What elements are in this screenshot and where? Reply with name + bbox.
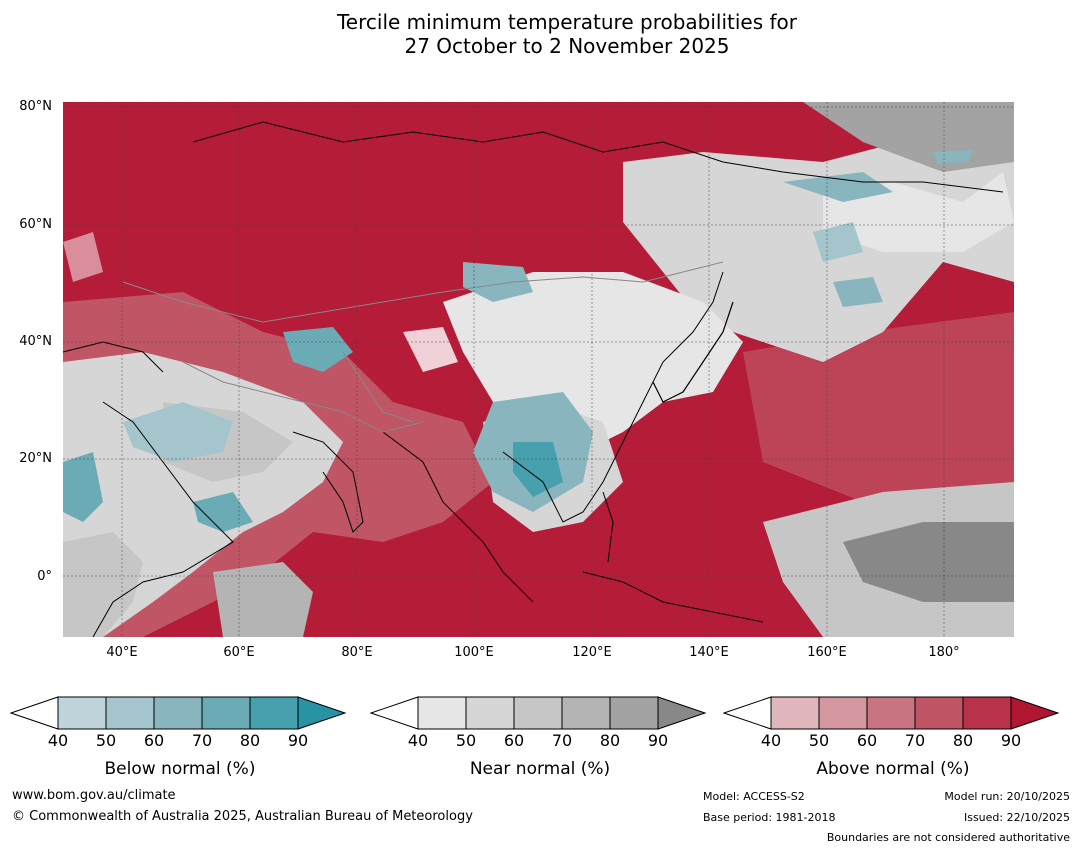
swatch-near-2	[513, 696, 563, 730]
swatch-below-4	[249, 696, 299, 730]
tick-above-40: 40	[760, 731, 782, 750]
tick-near-40: 40	[407, 731, 429, 750]
lon-label-40e: 40°E	[106, 645, 138, 660]
swatch-below-1	[105, 696, 155, 730]
title-line-1: Tercile minimum temperature probabilitie…	[336, 10, 798, 34]
swatch-near-0	[417, 696, 467, 730]
tick-below-80: 80	[239, 731, 261, 750]
colorbar-below-normal-scale	[10, 696, 347, 730]
swatch-above-3	[914, 696, 964, 730]
colorbar-above-normal-title: Above normal (%)	[816, 759, 970, 779]
tick-below-90: 90	[287, 731, 309, 750]
title-line-2: 27 October to 2 November 2025	[404, 34, 730, 58]
tick-above-70: 70	[904, 731, 926, 750]
tick-above-80: 80	[952, 731, 974, 750]
lon-label-120e: 120°E	[572, 645, 612, 660]
colorbar-above-normal-scale	[723, 696, 1060, 730]
issued-date: Issued: 22/10/2025	[963, 811, 1070, 824]
tick-near-80: 80	[599, 731, 621, 750]
colorbar-near-normal-title: Near normal (%)	[469, 759, 611, 779]
tick-above-90: 90	[1000, 731, 1022, 750]
lat-label-60n: 60°N	[19, 217, 52, 232]
tick-near-90: 90	[647, 731, 669, 750]
lat-label-20n: 20°N	[19, 451, 52, 466]
tick-below-70: 70	[191, 731, 213, 750]
swatch-near-3	[561, 696, 611, 730]
tick-below-40: 40	[47, 731, 69, 750]
lat-label-80n: 80°N	[19, 99, 52, 114]
probability-map	[63, 102, 1014, 637]
swatch-above-0	[770, 696, 820, 730]
swatch-above-1	[818, 696, 868, 730]
tick-near-50: 50	[455, 731, 477, 750]
lon-label-100e: 100°E	[454, 645, 494, 660]
tick-above-50: 50	[808, 731, 830, 750]
tick-below-50: 50	[95, 731, 117, 750]
colorbar-below-normal-title: Below normal (%)	[104, 759, 256, 779]
lon-label-140e: 140°E	[689, 645, 729, 660]
lat-label-0: 0°	[37, 569, 52, 584]
swatch-above-2	[866, 696, 916, 730]
swatch-below-0	[57, 696, 107, 730]
model-name: Model: ACCESS-S2	[703, 790, 805, 803]
tick-near-70: 70	[551, 731, 573, 750]
lon-label-160e: 160°E	[807, 645, 847, 660]
map-title: Tercile minimum temperature probabilitie…	[0, 10, 1081, 58]
swatch-below-3	[201, 696, 251, 730]
swatch-near-4	[609, 696, 659, 730]
swatch-above-4	[962, 696, 1012, 730]
lon-label-60e: 60°E	[223, 645, 255, 660]
lon-label-180: 180°	[928, 645, 960, 660]
tick-near-60: 60	[503, 731, 525, 750]
map-canvas	[63, 102, 1014, 637]
model-run-date: Model run: 20/10/2025	[944, 790, 1070, 803]
swatch-below-2	[153, 696, 203, 730]
colorbar-near-normal-scale	[370, 696, 707, 730]
lat-label-40n: 40°N	[19, 334, 52, 349]
lon-label-80e: 80°E	[341, 645, 373, 660]
boundaries-disclaimer: Boundaries are not considered authoritat…	[826, 831, 1070, 844]
swatch-near-1	[465, 696, 515, 730]
tick-below-60: 60	[143, 731, 165, 750]
website-link[interactable]: www.bom.gov.au/climate	[12, 788, 176, 803]
tick-above-60: 60	[856, 731, 878, 750]
base-period: Base period: 1981-2018	[703, 811, 836, 824]
copyright-text: © Commonwealth of Australia 2025, Austra…	[12, 809, 473, 824]
